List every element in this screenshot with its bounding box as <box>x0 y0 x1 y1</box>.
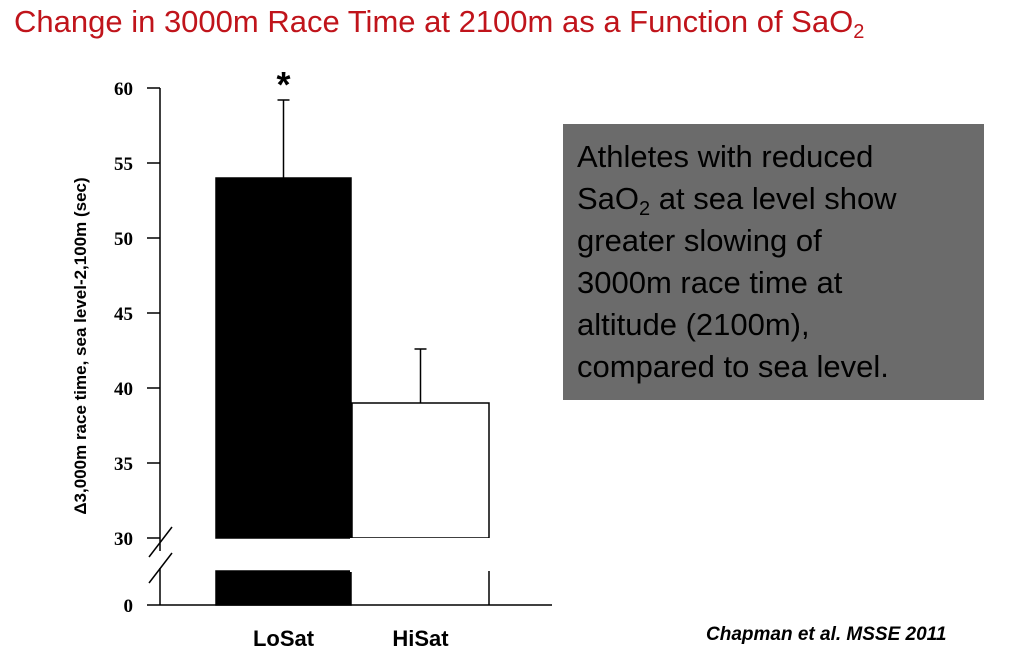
y-tick-label: 35 <box>114 454 133 475</box>
title-subscript: 2 <box>853 21 865 43</box>
y-axis-label: Δ3,000m race time, sea level-2,100m (sec… <box>71 177 90 514</box>
x-tick-label: HiSat <box>392 626 449 651</box>
callout-subscript: 2 <box>639 198 651 220</box>
y-tick-label: 0 <box>124 596 134 617</box>
callout-line: altitude (2100m), <box>577 307 810 342</box>
y-tick-label: 30 <box>114 529 133 550</box>
title-text: Change in 3000m Race Time at 2100m as a … <box>14 4 854 39</box>
bar-losat <box>215 177 352 539</box>
callout-line: compared to sea level. <box>577 349 889 384</box>
callout-line: SaO2 at sea level show <box>577 178 970 220</box>
y-tick-label: 50 <box>114 229 133 250</box>
callout-box: Athletes with reduced SaO2 at sea level … <box>563 124 984 400</box>
significance-asterisk: * <box>276 64 290 105</box>
y-tick-label: 60 <box>114 79 133 100</box>
callout-sao: SaO <box>577 181 640 216</box>
axis-break-mark <box>148 552 173 584</box>
callout-line: Athletes with reduced <box>577 139 874 174</box>
callout-line: greater slowing of <box>577 223 822 258</box>
chart-title: Change in 3000m Race Time at 2100m as a … <box>14 4 864 44</box>
bar-chart: 60 55 50 45 40 35 30 0 * LoSat HiSat Δ3,000m race t… <box>71 64 552 651</box>
bar-break-gap <box>350 538 491 572</box>
bar-hisat <box>351 402 490 539</box>
citation: Chapman et al. MSSE 2011 <box>706 624 947 645</box>
y-tick-label: 40 <box>114 379 133 400</box>
bar-losat-lower <box>215 570 352 606</box>
callout-text: at sea level show <box>650 181 897 216</box>
y-tick-label: 45 <box>114 304 133 325</box>
x-tick-label: LoSat <box>253 626 315 651</box>
y-tick-label: 55 <box>114 154 133 175</box>
axis-break-mark <box>148 526 173 558</box>
callout-line: 3000m race time at <box>577 265 843 300</box>
